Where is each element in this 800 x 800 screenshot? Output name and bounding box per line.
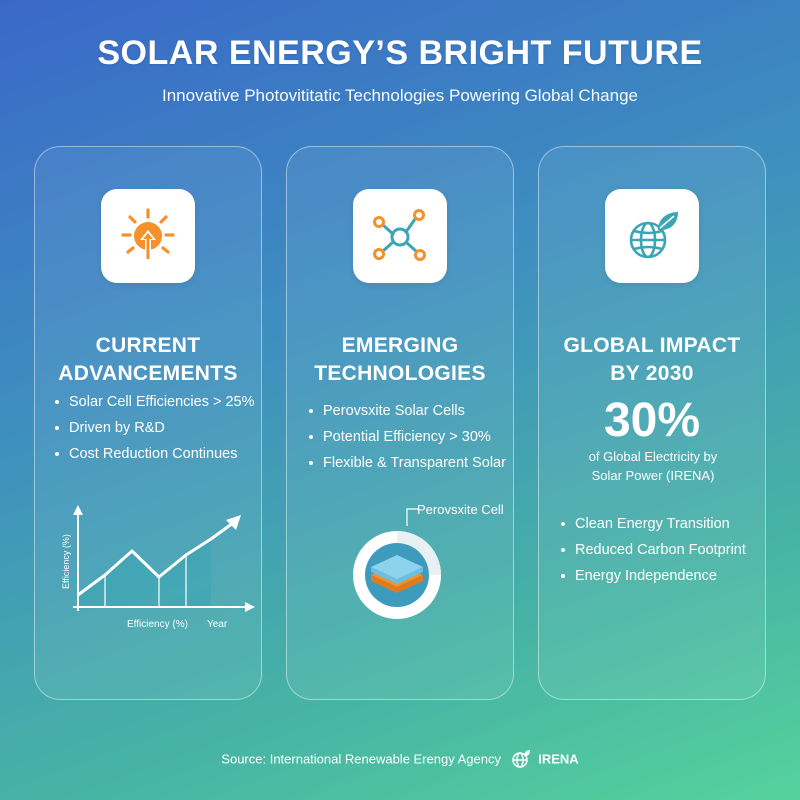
card-heading: EMERGING TECHNOLOGIES	[287, 332, 513, 388]
list-item: Flexible & Transparent Solar	[309, 450, 506, 476]
heading-line: BY 2030	[610, 362, 694, 386]
heading-line: TECHNOLOGIES	[314, 362, 486, 386]
efficiency-trend-chart: Efficiency (%) Efficiency (%) Year	[61, 505, 255, 630]
x-axis-label: Efficiency (%)	[127, 619, 188, 630]
bullet-list: Solar Cell Efficiencies > 25% Driven by …	[55, 389, 255, 467]
y-axis-arrow	[73, 505, 83, 515]
bullet-list: Clean Energy Transition Reduced Carbon F…	[561, 511, 746, 589]
trend-line	[77, 521, 234, 597]
card-global-impact: GLOBAL IMPACT BY 2030 30% of Global Elec…	[538, 146, 766, 700]
stat-value: 30%	[603, 394, 701, 447]
heading-line: GLOBAL IMPACT	[563, 334, 741, 358]
card-emerging-technologies: EMERGING TECHNOLOGIES Perovsxite Solar C…	[286, 146, 514, 700]
stat-description-line: of Global Electricity by	[588, 449, 718, 464]
cell-bottom-side	[371, 575, 423, 593]
card-heading: GLOBAL IMPACT BY 2030	[539, 332, 765, 388]
source-footer: Source: International Renewable Erengy A…	[0, 749, 800, 769]
icon-tile	[353, 189, 447, 283]
y-axis-label: Efficiency (%)	[61, 534, 71, 589]
list-item: Perovsxite Solar Cells	[309, 398, 506, 424]
irena-globe-icon	[511, 750, 530, 768]
stat-description: of Global Electricity by Solar Power (IR…	[563, 447, 743, 485]
network-nodes-icon	[373, 209, 426, 261]
list-item: Solar Cell Efficiencies > 25%	[55, 389, 255, 415]
icon-tile	[605, 189, 699, 283]
heading-line: EMERGING	[341, 334, 459, 358]
list-item: Cost Reduction Continues	[55, 441, 255, 467]
heading-line: ADVANCEMENTS	[58, 362, 238, 386]
bullet-list: Perovsxite Solar Cells Potential Efficie…	[309, 398, 506, 476]
list-item: Potential Efficiency > 30%	[309, 424, 506, 450]
x-axis-end-label: Year	[207, 619, 228, 630]
callout-line	[406, 508, 419, 526]
trend-arrowhead	[226, 515, 241, 530]
diagram-label: Perovsxite Cell	[417, 503, 504, 517]
list-item: Clean Energy Transition	[561, 511, 746, 537]
page-subtitle: Innovative Photovititatic Technologies P…	[162, 86, 638, 105]
source-text: Source: International Renewable Erengy A…	[221, 751, 501, 767]
card-current-advancements: CURRENT ADVANCEMENTS Solar Cell Efficien…	[34, 146, 262, 700]
icon-tile	[101, 189, 195, 283]
list-item: Reduced Carbon Footprint	[561, 537, 746, 563]
irena-logo-text: IRENA	[538, 751, 579, 767]
list-item: Energy Independence	[561, 563, 746, 589]
perovskite-cell-diagram: Perovsxite Cell	[353, 503, 504, 619]
sun-arrow-icon	[121, 208, 175, 259]
stat-description-line: Solar Power (IRENA)	[591, 468, 715, 483]
list-item: Driven by R&D	[55, 415, 255, 441]
heading-line: CURRENT	[95, 334, 201, 358]
page-title: SOLAR ENERGY’S BRIGHT FUTURE	[97, 34, 703, 72]
card-heading: CURRENT ADVANCEMENTS	[35, 332, 261, 388]
chart-area-fill	[78, 539, 211, 607]
x-axis-arrow	[245, 602, 255, 612]
cell-top-side	[371, 567, 423, 584]
cell-ring-highlight	[397, 531, 441, 575]
globe-leaf-icon	[629, 212, 678, 259]
